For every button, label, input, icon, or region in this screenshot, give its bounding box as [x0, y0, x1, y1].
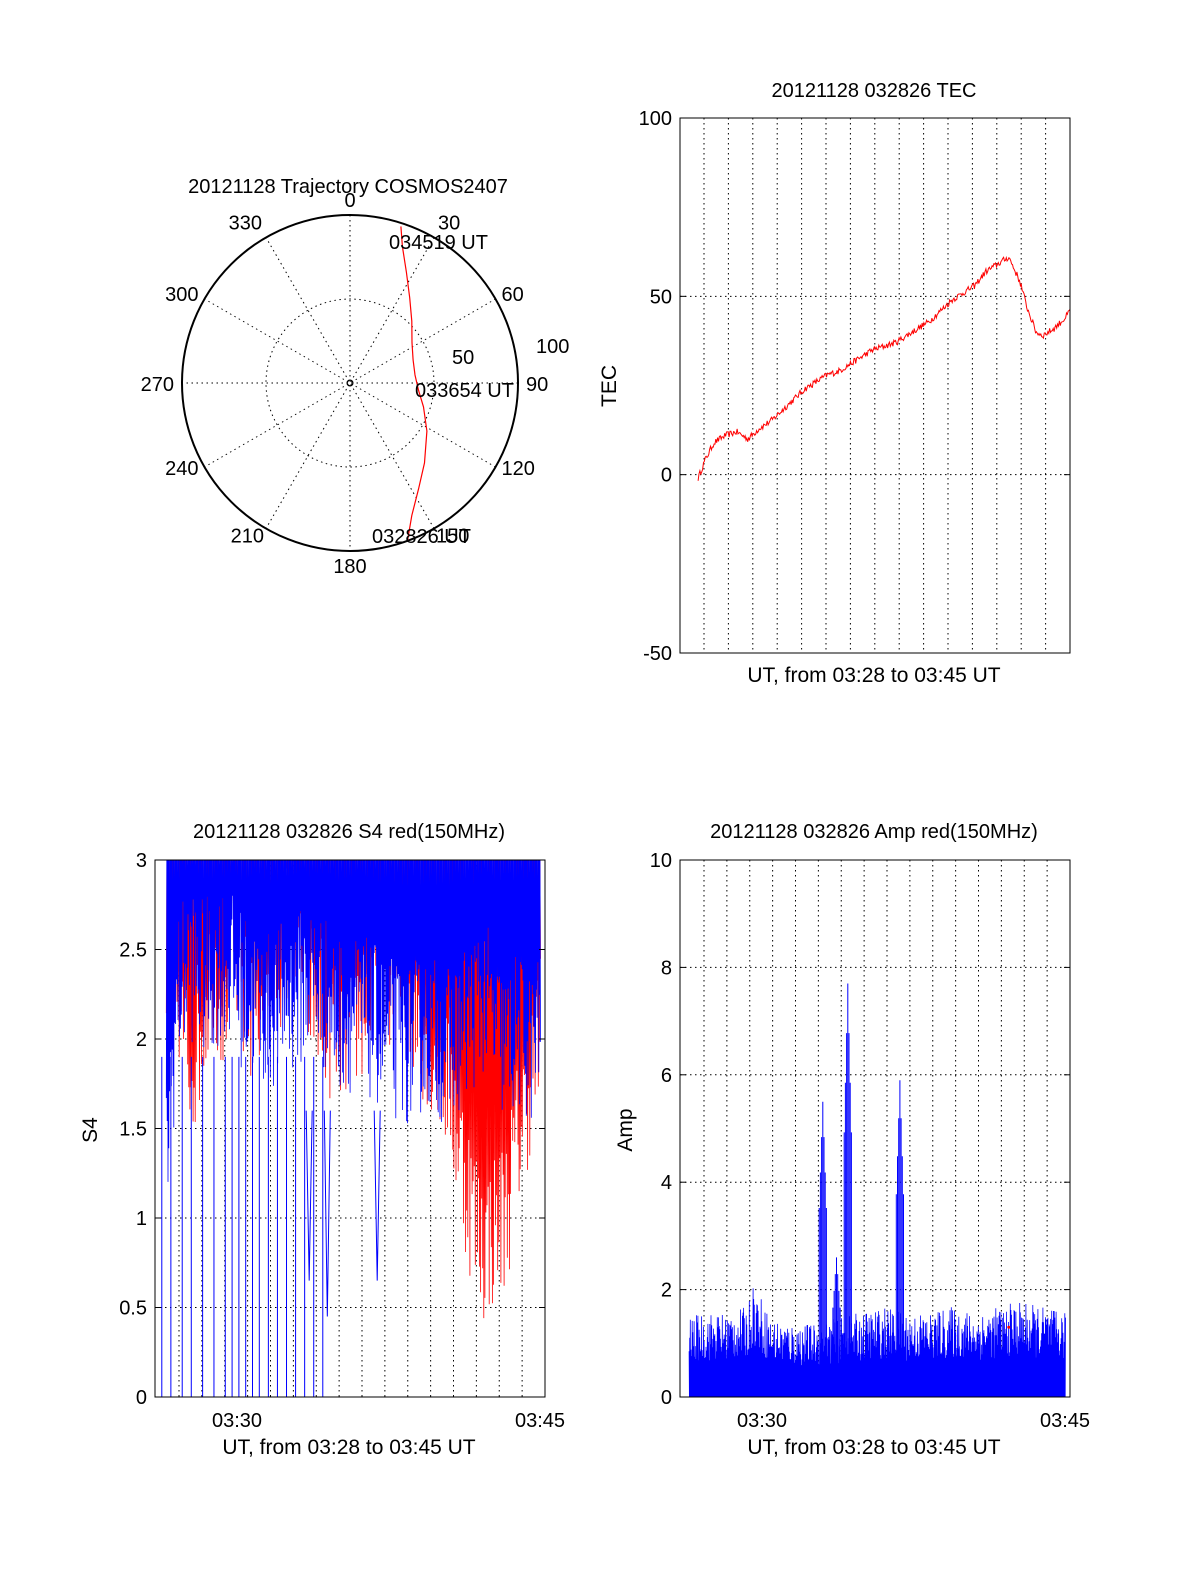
s4-blue-dip — [305, 1110, 313, 1281]
polar-radius-label: 100 — [536, 336, 569, 358]
annotation-mid-time: 033654 UT — [415, 380, 514, 402]
amp-title: 20121128 032826 Amp red(150MHz) — [710, 821, 1038, 843]
y-tick-label: 8 — [661, 957, 672, 979]
polar-radius-label: 50 — [452, 347, 474, 369]
amp-red-point — [1007, 1325, 1011, 1329]
amp-spike — [895, 1080, 904, 1397]
y-tick-label: 2 — [661, 1280, 672, 1302]
polar-angle-label: 240 — [165, 458, 198, 480]
s4-series — [161, 859, 541, 1397]
y-tick-label: 1.5 — [119, 1119, 147, 1141]
polar-spoke-30 — [265, 237, 435, 529]
amp-spike — [818, 1101, 827, 1397]
polar-angle-label: 150 — [436, 525, 469, 547]
s4-panel: 20121128 032826 S4 red(150MHz) 0 0.5 1 1.5 2… — [79, 821, 565, 1459]
amp-grid — [680, 860, 1070, 1397]
s4-blue-line — [165, 859, 541, 1182]
amp-spike — [832, 1257, 841, 1397]
polar-spoke-120 — [204, 298, 496, 468]
y-tick-label: 0 — [661, 465, 672, 487]
amp-x-label: UT, from 03:28 to 03:45 UT — [747, 1436, 1000, 1459]
polar-angle-label: 90 — [526, 374, 548, 396]
tec-series — [697, 255, 1071, 481]
amp-panel: 20121128 032826 Amp red(150MHz) 0246810 … — [614, 821, 1090, 1459]
polar-spoke-60 — [204, 298, 496, 468]
y-tick-label: 0 — [136, 1387, 147, 1409]
polar-inner-circle — [265, 298, 435, 468]
y-tick-label: 3 — [136, 850, 147, 872]
s4-blue-dip — [373, 1110, 381, 1281]
y-tick-label: 4 — [661, 1172, 672, 1194]
s4-x-ticks: 03:30 03:45 — [212, 1410, 565, 1432]
amp-blue-line — [688, 1288, 1066, 1398]
tec-x-label: UT, from 03:28 to 03:45 UT — [747, 664, 1000, 687]
polar-angle-label: 330 — [229, 213, 262, 235]
y-tick-label: 2 — [136, 1029, 147, 1051]
s4-y-label: S4 — [79, 1117, 102, 1143]
annotation-start-time: 032826 UT — [372, 526, 471, 548]
polar-labels: 0 30 60 90 120 150 180 210 240 270 300 330 50 100 — [141, 190, 570, 578]
s4-blue-dip — [323, 1110, 331, 1317]
x-tick-label: 03:30 — [737, 1410, 787, 1432]
tec-frame — [679, 117, 1071, 654]
trajectory-line — [400, 226, 428, 542]
s4-x-label: UT, from 03:28 to 03:45 UT — [222, 1436, 475, 1459]
s4-title: 20121128 032826 S4 red(150MHz) — [193, 821, 505, 843]
tec-grid — [680, 118, 1070, 653]
y-tick-label: -50 — [643, 643, 672, 665]
tec-y-ticks: -50 0 50 100 — [639, 108, 1070, 665]
amp-frame — [679, 859, 1071, 1398]
tec-line — [697, 255, 1071, 481]
y-tick-label: 0.5 — [119, 1298, 147, 1320]
polar-angle-label: 0 — [344, 190, 355, 212]
polar-angle-label: 210 — [231, 525, 264, 547]
x-tick-label: 03:45 — [1040, 1410, 1090, 1432]
y-tick-label: 2.5 — [119, 940, 147, 962]
polar-angle-label: 60 — [501, 284, 523, 306]
trajectory-polar-panel: 20121128 Trajectory COSMOS2407 0 30 60 90 12… — [141, 176, 570, 578]
y-tick-label: 6 — [661, 1065, 672, 1087]
y-tick-label: 100 — [639, 108, 672, 130]
annotation-end-time: 034519 UT — [389, 232, 488, 254]
amp-y-ticks: 0 2 4 6 8 10 — [650, 850, 1070, 1409]
polar-angle-label: 180 — [333, 556, 366, 578]
amp-spike — [843, 983, 852, 1397]
tec-title: 20121128 032826 TEC — [772, 80, 977, 102]
s4-y-ticks: 0 0.5 1 1.5 2 2.5 3 — [119, 850, 545, 1409]
polar-angle-label: 270 — [141, 374, 174, 396]
x-tick-label: 03:30 — [212, 1410, 262, 1432]
polar-grid — [181, 214, 519, 552]
tec-panel: 20121128 032826 TEC -50 0 50 100 TEC UT, fr… — [598, 80, 1071, 687]
polar-angle-label: 120 — [501, 458, 534, 480]
y-tick-label: 50 — [650, 286, 672, 308]
trajectory-trace — [400, 226, 428, 542]
polar-title: 20121128 Trajectory COSMOS2407 — [188, 176, 508, 198]
y-tick-label: 0 — [661, 1387, 672, 1409]
polar-spoke-150 — [265, 237, 435, 529]
polar-angle-label: 300 — [165, 284, 198, 306]
y-tick-label: 1 — [136, 1208, 147, 1230]
amp-series — [688, 983, 1066, 1398]
x-tick-label: 03:45 — [515, 1410, 565, 1432]
amp-x-ticks: 03:30 03:45 — [737, 1410, 1090, 1432]
y-tick-label: 10 — [650, 850, 672, 872]
polar-angle-label: 30 — [438, 213, 460, 235]
amp-y-label: Amp — [614, 1108, 637, 1151]
tec-y-label: TEC — [598, 365, 621, 407]
